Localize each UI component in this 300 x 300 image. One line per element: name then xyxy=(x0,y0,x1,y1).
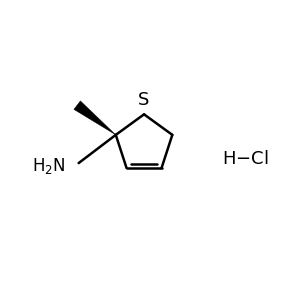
Text: S: S xyxy=(138,91,150,109)
Text: H$-$Cl: H$-$Cl xyxy=(222,150,268,168)
Text: H$_2$N: H$_2$N xyxy=(32,156,65,176)
Polygon shape xyxy=(74,101,116,135)
